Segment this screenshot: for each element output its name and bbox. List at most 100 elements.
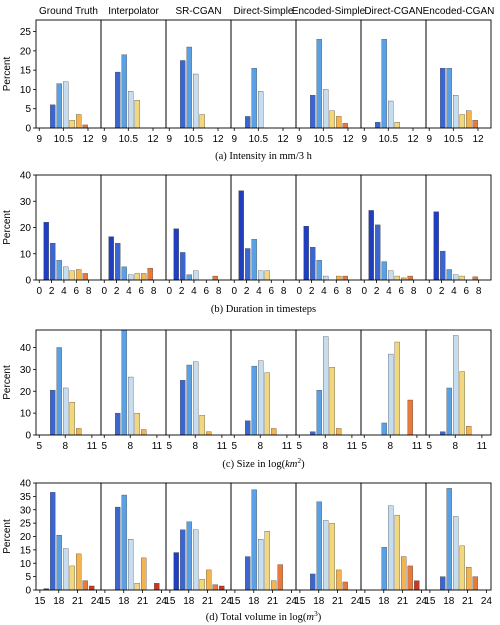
- x-tick-label: 8: [411, 286, 417, 297]
- panel-title: Direct-CGAN: [364, 6, 422, 17]
- bar: [56, 83, 62, 129]
- bar: [180, 60, 186, 129]
- bar: [56, 347, 62, 436]
- bar: [394, 275, 400, 281]
- y-tick-label: 20: [20, 387, 32, 398]
- bar: [193, 73, 199, 129]
- y-axis-label: Percent: [2, 365, 13, 400]
- x-tick-label: 11: [87, 441, 98, 452]
- bar: [199, 415, 205, 436]
- bar: [82, 124, 88, 129]
- x-tick-label: 9: [36, 134, 42, 145]
- x-tick-label: 5: [101, 441, 107, 452]
- x-tick-label: 9: [231, 134, 237, 145]
- bar: [108, 236, 114, 281]
- panel-frame: [100, 329, 167, 436]
- x-tick-label: 11: [217, 441, 228, 452]
- panel-frame: [360, 482, 427, 591]
- x-tick-label: 5: [296, 441, 302, 452]
- bar: [264, 372, 270, 436]
- x-tick-label: 12: [82, 134, 94, 145]
- bar: [342, 123, 348, 129]
- x-tick-label: 21: [137, 596, 149, 607]
- bar: [472, 120, 478, 129]
- x-tick-label: 21: [267, 596, 279, 607]
- x-tick-label: 2: [374, 286, 380, 297]
- y-tick-label: 0: [25, 124, 31, 135]
- x-tick-label: 5: [166, 441, 172, 452]
- panel-4: 5 8 11: [230, 329, 297, 452]
- x-tick-label: 6: [269, 286, 275, 297]
- bar: [212, 584, 218, 591]
- x-tick-label: 10.5: [54, 134, 74, 145]
- y-tick-label: 5: [25, 104, 31, 115]
- x-tick-label: 18: [313, 596, 325, 607]
- x-tick-label: 18: [118, 596, 130, 607]
- panel-frame: [295, 19, 362, 129]
- bar: [251, 239, 257, 281]
- x-tick-label: 4: [256, 286, 262, 297]
- x-tick-label: 24: [481, 596, 493, 607]
- bar: [141, 557, 147, 591]
- bar: [310, 573, 316, 591]
- panel-frame: [360, 19, 427, 129]
- panel-4: 9 10.5 12: [230, 19, 297, 145]
- x-tick-label: 15: [99, 596, 111, 607]
- x-tick-label: 24: [221, 596, 233, 607]
- bar: [206, 569, 212, 591]
- x-tick-label: 11: [412, 441, 423, 452]
- bar: [446, 488, 452, 591]
- x-tick-label: 0: [426, 286, 432, 297]
- panel-frame: [35, 19, 102, 129]
- panel-6: 5 8 11: [360, 329, 427, 452]
- y-tick-label: 5: [25, 572, 31, 583]
- bar: [173, 552, 179, 591]
- x-tick-label: 9: [426, 134, 432, 145]
- panel-2: 9 10.5 12: [100, 19, 167, 145]
- bar: [459, 275, 465, 281]
- caption: (a) Intensity in mm/3 h: [215, 151, 313, 162]
- x-tick-label: 15: [34, 596, 46, 607]
- x-tick-label: 0: [36, 286, 42, 297]
- x-tick-label: 6: [204, 286, 210, 297]
- y-axis-label: Percent: [2, 57, 13, 92]
- panel-frame: [230, 482, 297, 591]
- bar: [401, 556, 407, 591]
- y-tick-label: 20: [20, 223, 32, 234]
- x-tick-label: 10.5: [314, 134, 334, 145]
- x-tick-label: 8: [151, 286, 157, 297]
- y-tick-label: 20: [20, 46, 32, 57]
- x-tick-label: 12: [342, 134, 354, 145]
- bar: [115, 506, 121, 591]
- y-tick-label: 10: [20, 409, 32, 420]
- bar: [245, 116, 251, 129]
- bar: [199, 579, 205, 591]
- x-tick-label: 15: [229, 596, 241, 607]
- x-tick-label: 11: [347, 441, 358, 452]
- bar: [459, 371, 465, 436]
- x-tick-label: 4: [386, 286, 392, 297]
- bar: [258, 360, 264, 436]
- x-tick-label: 8: [322, 441, 328, 452]
- bar: [258, 539, 264, 591]
- x-tick-label: 18: [53, 596, 65, 607]
- panel-frame: [230, 19, 297, 129]
- bar: [238, 190, 244, 281]
- bar: [407, 399, 413, 436]
- x-tick-label: 8: [452, 441, 458, 452]
- bar: [141, 429, 147, 436]
- x-tick-label: 15: [294, 596, 306, 607]
- x-tick-label: 11: [282, 441, 293, 452]
- y-axis-label: Percent: [2, 210, 13, 245]
- bar: [271, 580, 277, 591]
- panel-5: 15 18 21 24: [294, 482, 362, 607]
- bar: [199, 114, 205, 129]
- x-tick-label: 9: [296, 134, 302, 145]
- bar: [134, 273, 140, 281]
- y-tick-label: 0: [25, 431, 31, 442]
